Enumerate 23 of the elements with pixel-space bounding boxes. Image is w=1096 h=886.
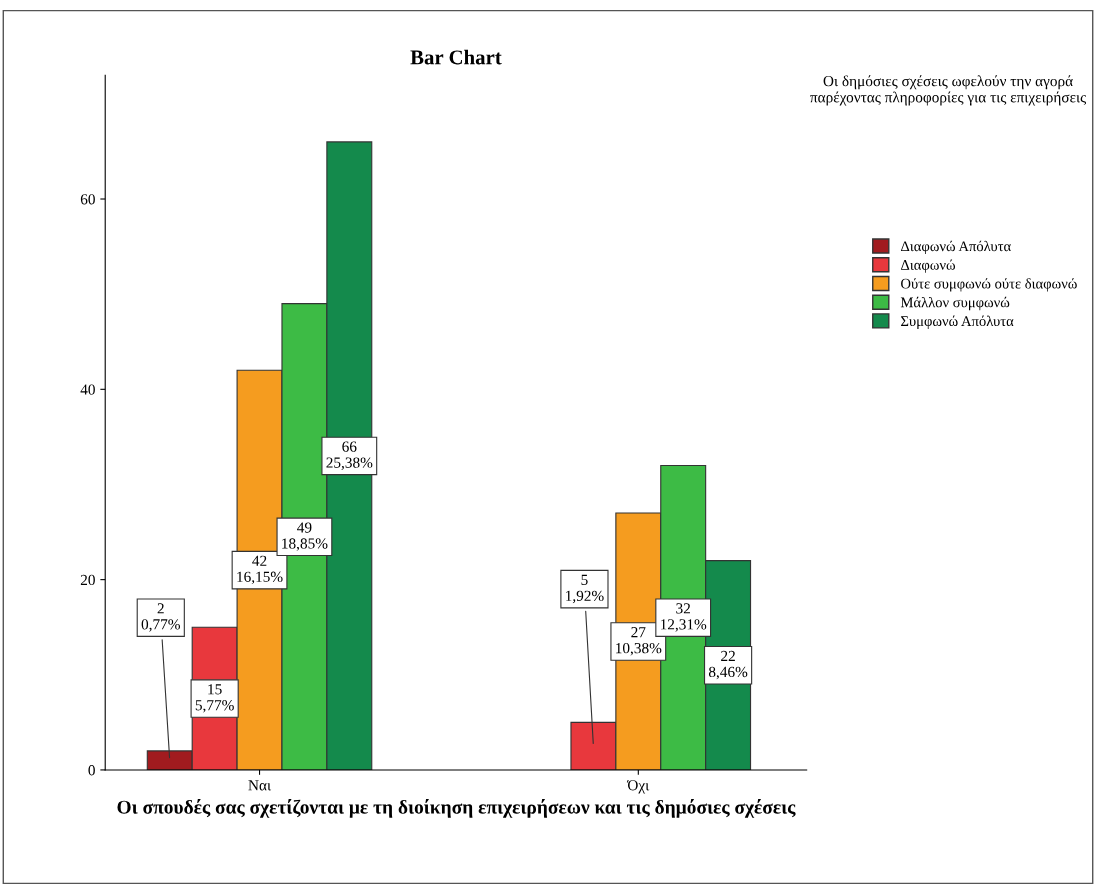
x-tick-label: Όχι [626,780,650,794]
legend-label: Μάλλον συμφωνώ [900,296,1010,311]
y-tick-label: 40 [80,384,95,395]
y-tick-label: 20 [80,574,95,586]
x-axis-title: Οι σπουδές σας σχετίζονται με τη διοίκηση επιχειρήσεων και τις δημόσιες σχέσεις [117,799,796,818]
data-label: 5 1,92% [566,574,604,604]
data-label: 15 5,77% [195,684,234,713]
data-label: 42 16,15% [237,555,283,585]
data-label: 27 10,38% [616,627,662,656]
y-tick-label: 60 [80,194,95,205]
data-label: 32 12,31% [661,603,707,632]
chart-title: Bar Chart [410,49,502,65]
data-label: 49 18,85% [282,522,328,551]
x-tick-label: Ναι [248,780,272,791]
data-label: 22 8,46% [708,650,748,680]
data-label: 2 0,77% [141,603,180,632]
legend-label: Διαφωνώ Απόλυτα [901,240,1011,255]
legend-label: Συμφωνώ Απόλυτα [901,315,1014,329]
legend-label: Ούτε συμφωνώ ούτε διαφωνώ [901,278,1077,292]
legend-label: Διαφωνώ [901,259,956,273]
legend-title: Οι δημόσιες σχέσεις ωφελούν την αγορά παρέχοντας πληροφορίες για τις επιχειρήσεις [810,75,1087,106]
y-tick-label: 0 [88,765,95,776]
data-label: 66 25,38% [326,441,373,470]
